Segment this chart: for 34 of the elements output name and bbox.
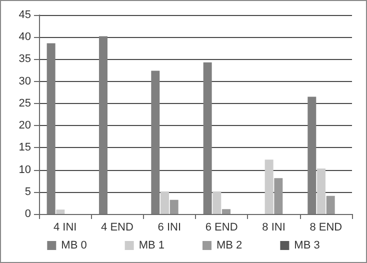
bar [212,191,222,214]
x-tick-label: 6 END [205,222,238,234]
bar [274,178,283,214]
y-tick-label: 30 [18,75,31,88]
y-tick-label: 5 [24,186,31,198]
x-tick-label: 8 END [310,222,342,234]
bar [46,43,56,214]
y-tick-label: 15 [18,142,31,154]
y-tick-label: 20 [18,120,31,132]
y-tick-label: 25 [18,97,31,110]
y-tick-label: 0 [24,208,31,220]
legend-label: MB 1 [138,240,165,252]
bar [264,160,274,214]
bar [56,210,65,214]
bar [317,168,326,214]
bar [222,209,230,214]
y-tick-label: 40 [18,31,31,44]
bar [151,70,160,214]
bar [308,96,316,214]
legend-label: MB 3 [294,240,320,252]
bar [160,191,169,214]
y-tick-label: 35 [18,53,31,66]
y-tick-label: 45 [18,9,31,21]
x-tick-label: 8 INI [262,222,286,234]
bar [203,62,212,214]
x-tick-label: 4 END [101,222,134,234]
bar [98,36,108,214]
y-tick-label: 10 [18,164,31,176]
legend-label: MB 2 [216,240,242,252]
legend-label: MB 0 [61,240,87,252]
x-tick-label: 6 INI [158,222,182,234]
bar [326,196,335,214]
bar [170,200,178,214]
x-tick-label: 4 INI [53,222,77,234]
